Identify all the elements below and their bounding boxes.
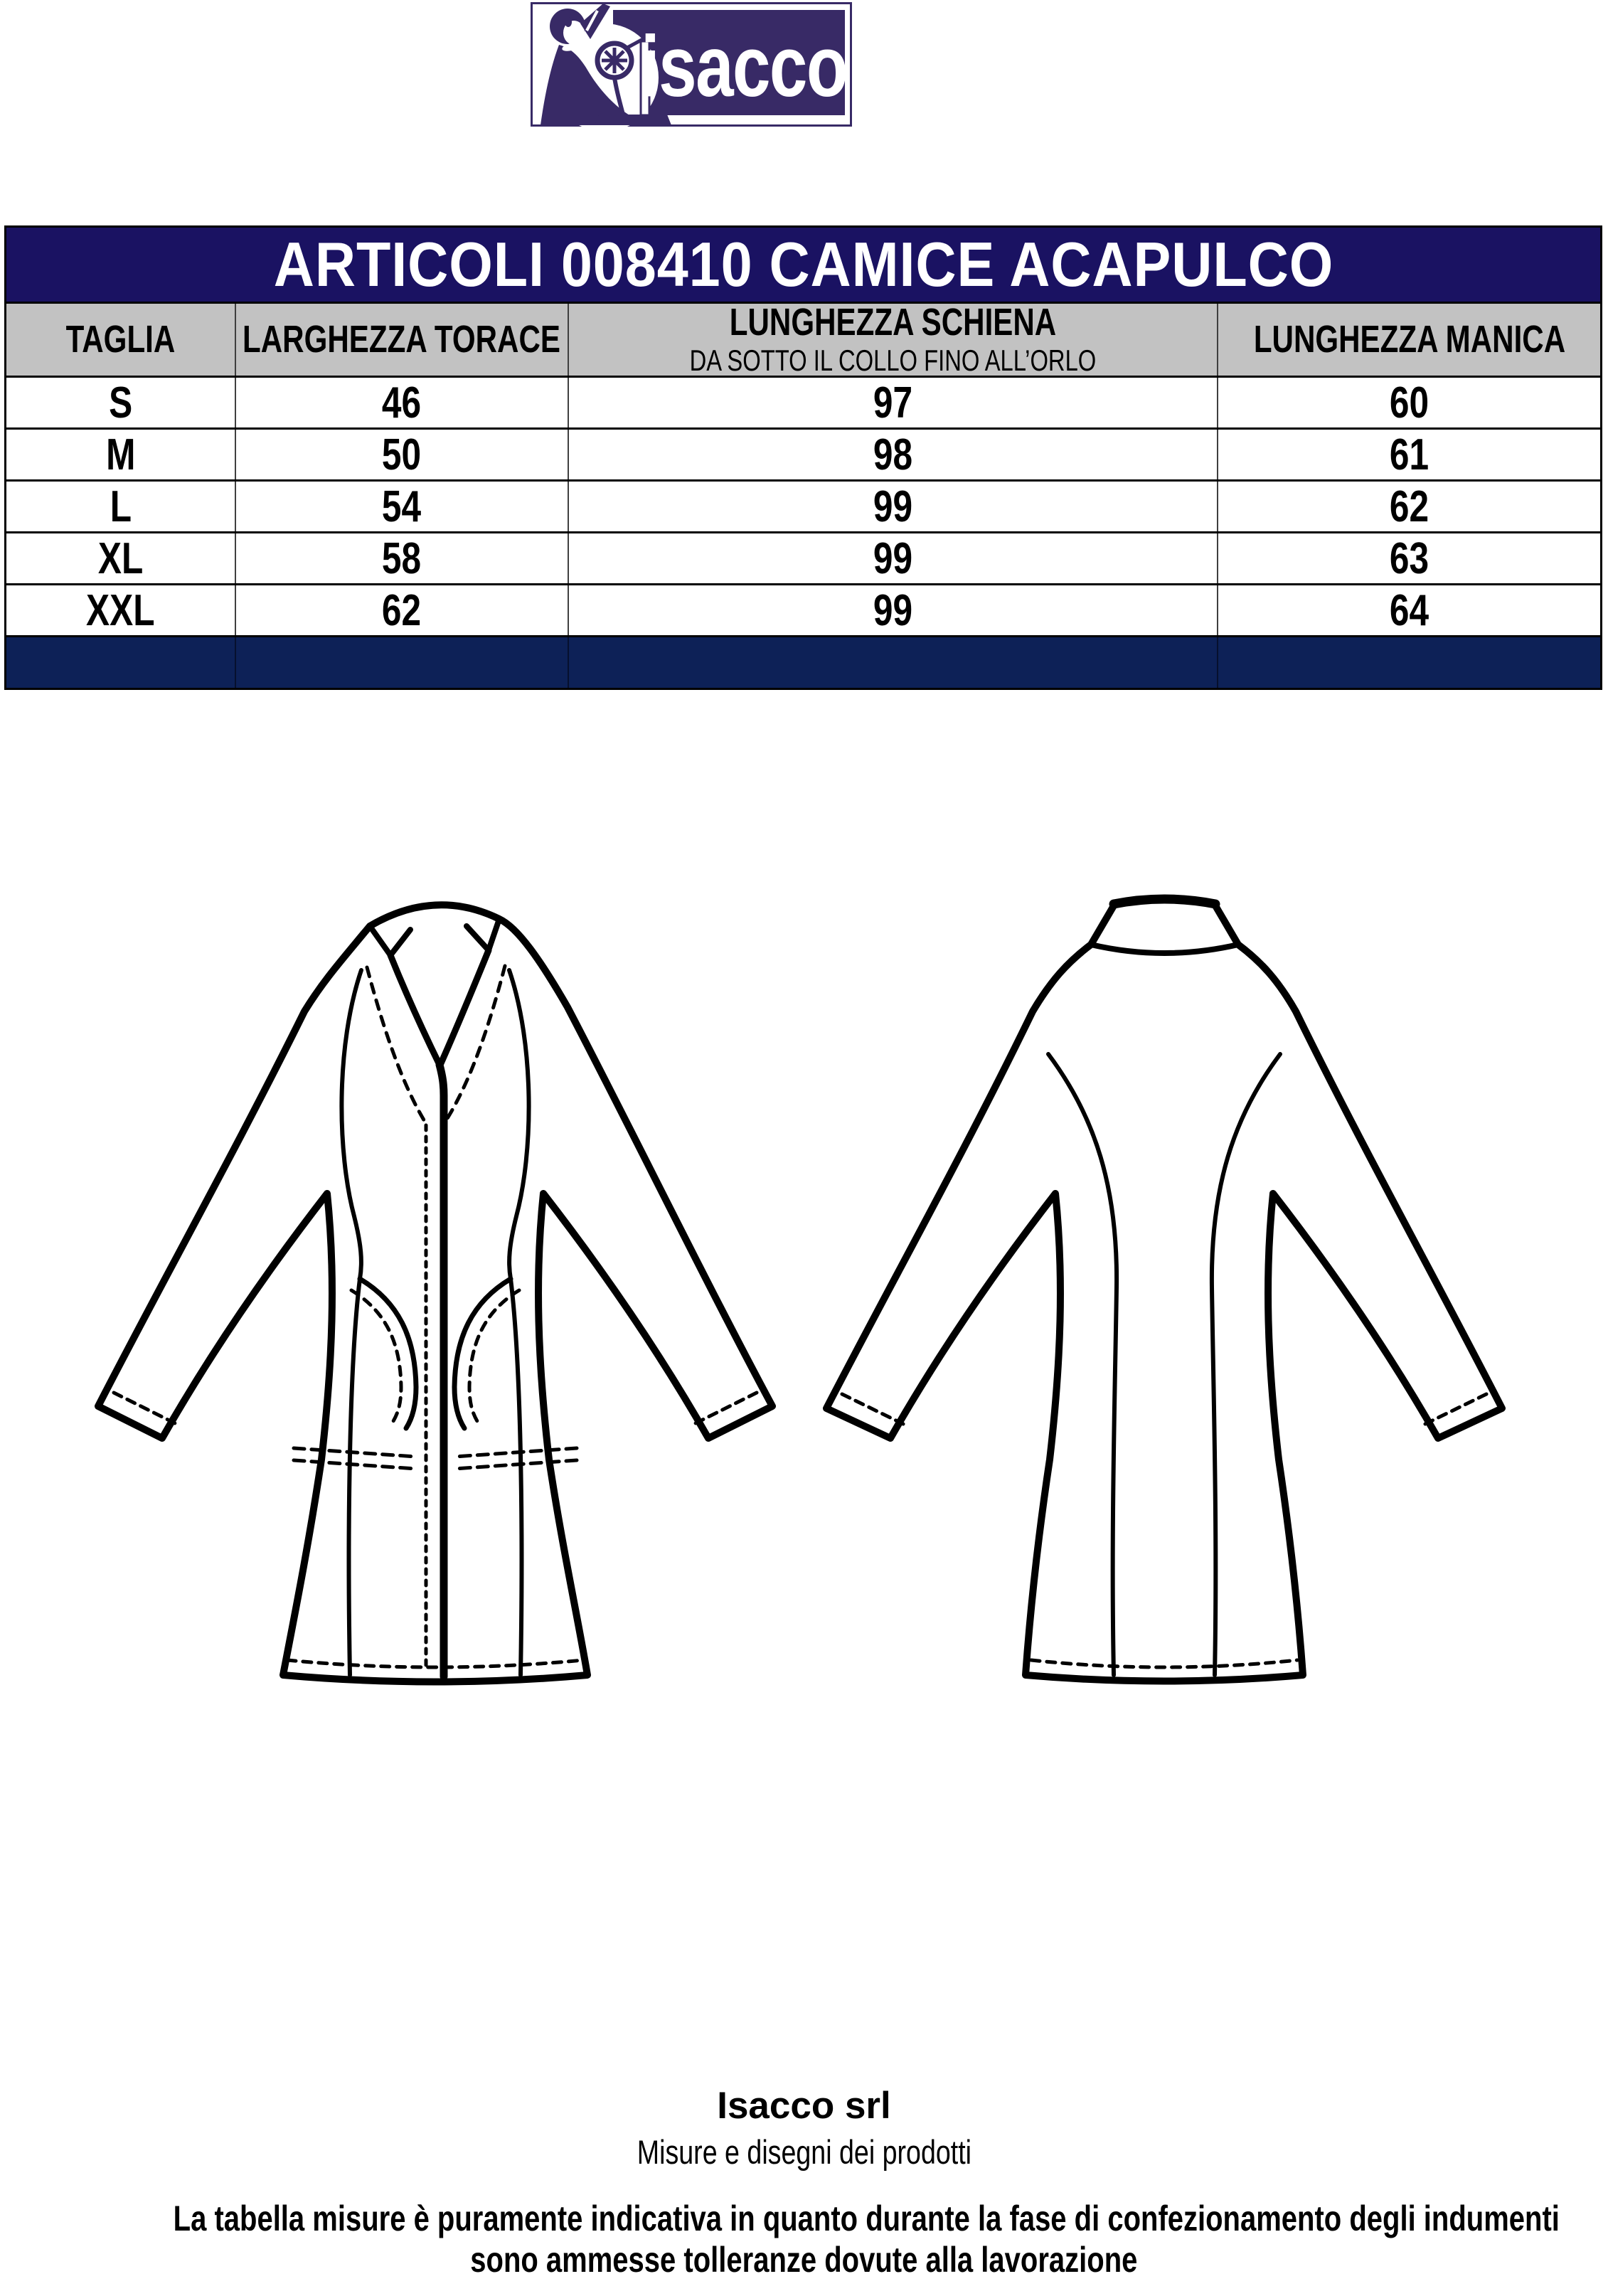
table-row: S 46 97 60: [6, 376, 1600, 427]
spinner-woman-with-spinning-wheel-icon: [541, 4, 671, 125]
schiena-value: 99: [873, 533, 913, 583]
footer-disclaimer-line1: La tabella misure è puramente indicativa…: [173, 2199, 1560, 2238]
table-title: ARTICOLI 008410 CAMICE ACAPULCO: [273, 229, 1333, 299]
size-label: M: [105, 430, 136, 479]
table-title-bar: ARTICOLI 008410 CAMICE ACAPULCO: [6, 228, 1600, 302]
torace-value: 50: [382, 430, 422, 479]
torace-value: 58: [382, 533, 422, 583]
manica-value: 60: [1390, 378, 1429, 427]
header-lunghezza-schiena-sub: DA SOTTO IL COLLO FINO ALL’ORLO: [689, 343, 1097, 376]
manica-value: 61: [1390, 430, 1429, 479]
size-label: L: [110, 482, 132, 531]
schiena-value: 99: [873, 585, 913, 635]
table-row: L 54 99 62: [6, 479, 1600, 531]
manica-value: 62: [1390, 482, 1429, 531]
isacco-logo-graphic: isacco: [531, 2, 852, 132]
footer-subtitle: Misure e disegni dei prodotti: [637, 2133, 971, 2171]
schiena-value: 99: [873, 482, 913, 531]
table-footer-bar: [6, 635, 1600, 688]
torace-value: 46: [382, 378, 422, 427]
isacco-logo: isacco: [531, 2, 852, 132]
camice-front-technical-drawing: [95, 901, 776, 1686]
header-larghezza-torace: LARGHEZZA TORACE: [235, 304, 568, 376]
header-lunghezza-schiena: LUNGHEZZA SCHIENA DA SOTTO IL COLLO FINO…: [567, 304, 1218, 376]
footer-disclaimer-line2: sono ammesse tolleranze dovute alla lavo…: [470, 2240, 1138, 2280]
table-header-row: TAGLIA LARGHEZZA TORACE LUNGHEZZA SCHIEN…: [6, 302, 1600, 376]
torace-value: 54: [382, 482, 422, 531]
footer-company-name: Isacco srl: [717, 2085, 891, 2127]
table-row: M 50 98 61: [6, 427, 1600, 479]
logo-wordmark: isacco: [641, 18, 847, 115]
table-row: XXL 62 99 64: [6, 583, 1600, 635]
header-lunghezza-manica: LUNGHEZZA MANICA: [1217, 304, 1600, 376]
camice-back-technical-drawing: [823, 894, 1506, 1685]
torace-value: 62: [382, 585, 422, 635]
garment-drawings: [0, 818, 1608, 1707]
schiena-value: 98: [873, 430, 913, 479]
schiena-value: 97: [873, 378, 913, 427]
size-table: ARTICOLI 008410 CAMICE ACAPULCO TAGLIA L…: [4, 225, 1602, 690]
header-taglia: TAGLIA: [65, 318, 176, 361]
size-label: XXL: [86, 585, 155, 635]
size-label: XL: [97, 533, 144, 583]
table-row: XL 58 99 63: [6, 531, 1600, 583]
manica-value: 63: [1390, 533, 1429, 583]
manica-value: 64: [1390, 585, 1429, 635]
size-label: S: [109, 378, 133, 427]
